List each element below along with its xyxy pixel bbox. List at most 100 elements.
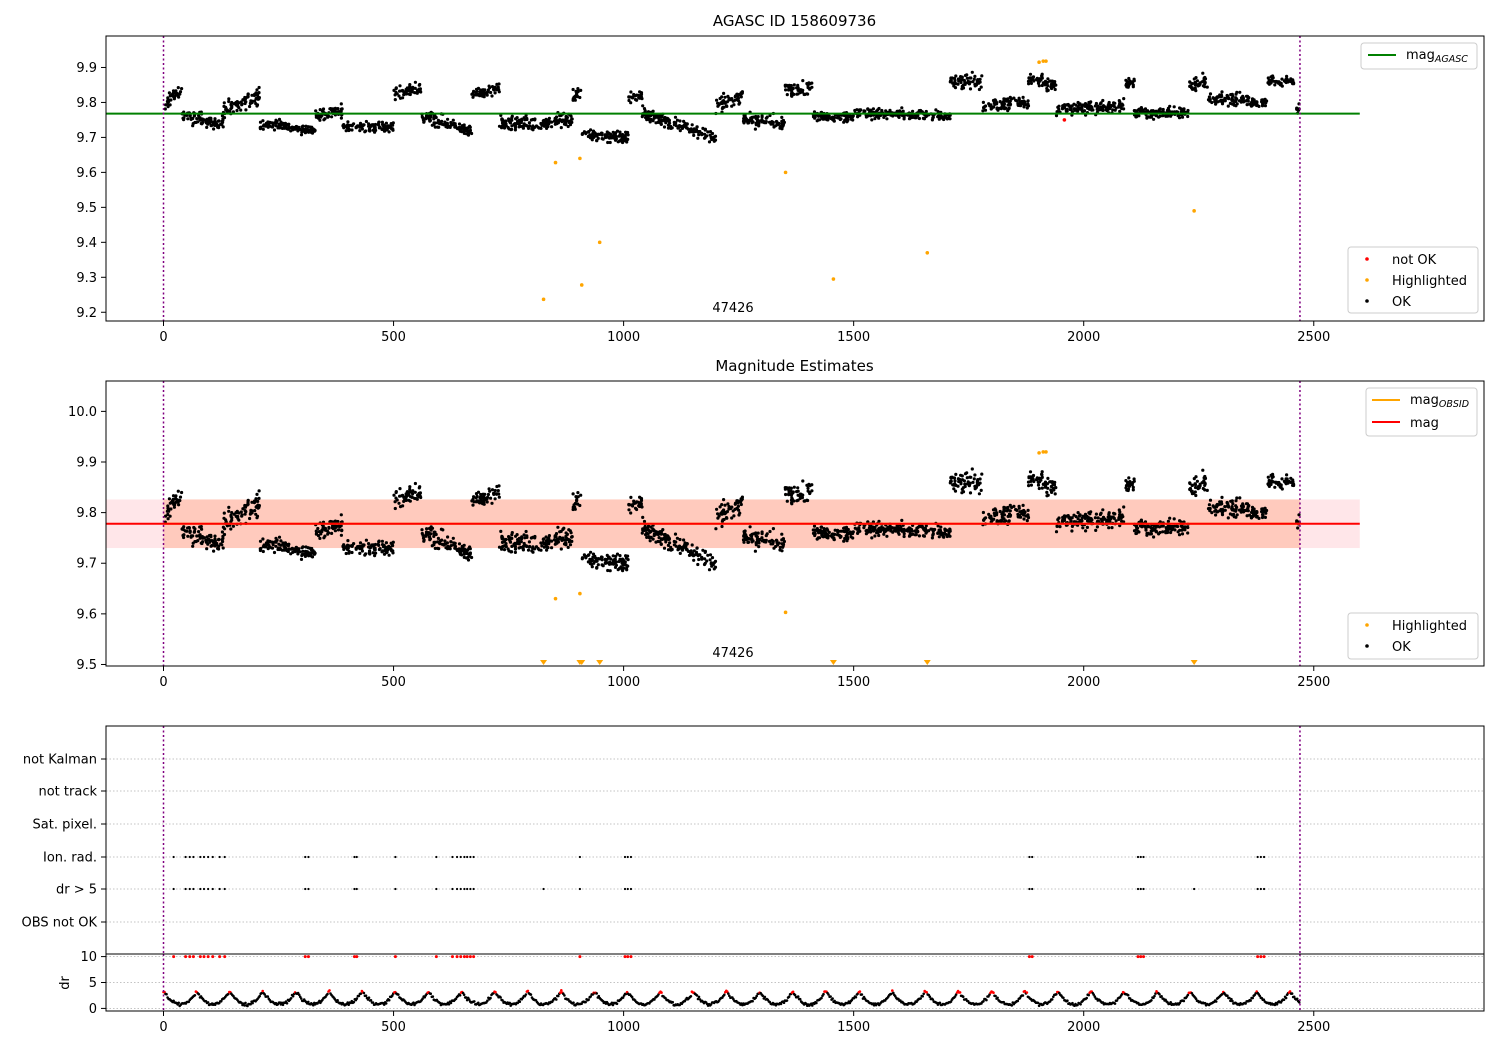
magnitude-xtick-label: 1500 [837, 675, 870, 690]
ok-point [181, 533, 185, 538]
ok-point [642, 519, 647, 524]
ok-point [708, 133, 712, 137]
ok-point [821, 534, 825, 539]
ok-point [524, 113, 528, 118]
ok-point [1012, 504, 1016, 508]
ok-point [1190, 82, 1194, 86]
ok-point [320, 528, 324, 533]
ok-point [638, 96, 642, 100]
ok-point [527, 124, 532, 128]
ok-point [917, 534, 922, 538]
ok-point [968, 491, 973, 495]
ok-point [358, 541, 363, 545]
dr5-point [472, 887, 475, 891]
ok-point [1125, 480, 1129, 484]
ok-point [410, 90, 414, 94]
highlighted-point [553, 160, 558, 165]
ok-point [532, 125, 537, 130]
dr5-point [202, 887, 206, 891]
ok-point [556, 525, 560, 529]
ok-point [1220, 513, 1225, 517]
ok-point [836, 114, 840, 118]
ok-point [604, 135, 608, 140]
ok-point [774, 544, 778, 549]
highlighted-point [553, 596, 558, 601]
ok-point [166, 508, 170, 512]
magnitude-ytick-label: 9.7 [76, 557, 97, 572]
ok-point [722, 498, 726, 502]
ok-point [486, 492, 490, 497]
ok-point [789, 88, 793, 92]
ok-point [733, 507, 737, 511]
ok-point [421, 533, 425, 538]
ok-point [900, 106, 904, 110]
dr5-point [172, 887, 175, 891]
ok-point [413, 91, 417, 95]
ok-point [417, 88, 421, 92]
ok-point [1122, 97, 1126, 101]
ok-point [360, 127, 364, 131]
ok-point [345, 126, 349, 130]
ok-point [417, 83, 421, 87]
ok-point [720, 519, 725, 523]
ok-point [753, 549, 758, 553]
ok-point [1101, 508, 1105, 512]
highlighted-point [1037, 451, 1041, 455]
ok-point [690, 128, 695, 132]
ok-point [364, 129, 368, 133]
ok-point [624, 566, 629, 570]
ok-point [390, 549, 395, 553]
ok-point [1070, 104, 1074, 108]
dr5-point [192, 887, 195, 891]
ok-point [846, 115, 850, 119]
dr5-point [207, 887, 210, 891]
ok-point [468, 552, 472, 557]
dr-point [244, 1001, 247, 1005]
ok-point [720, 95, 724, 99]
ok-point [246, 95, 250, 99]
ion-rad-point [455, 855, 459, 859]
ok-point [631, 96, 635, 100]
ok-point [943, 527, 947, 531]
ok-point [584, 131, 588, 135]
ok-point [496, 489, 500, 493]
ok-point [851, 530, 855, 534]
ok-point [319, 532, 323, 536]
ok-point [186, 534, 190, 538]
ok-point [527, 121, 532, 125]
ok-point [1189, 489, 1194, 493]
ok-point [618, 554, 622, 558]
ok-point [713, 565, 718, 569]
ok-point [314, 109, 318, 113]
ok-point [1040, 486, 1044, 490]
ok-point [1182, 107, 1186, 111]
ok-point [300, 130, 304, 134]
ion-rad-point [223, 855, 226, 859]
ok-point [787, 492, 791, 496]
ok-point [261, 119, 265, 123]
ok-point [755, 535, 759, 539]
ok-point [812, 524, 817, 528]
ok-point [800, 90, 805, 94]
ok-point [796, 489, 800, 493]
ok-point [299, 133, 304, 137]
ok-point [547, 534, 552, 538]
ok-point [201, 121, 205, 125]
ok-point [472, 89, 476, 93]
ion-rad-point [466, 855, 469, 859]
ok-point [1093, 516, 1097, 520]
ok-point [623, 560, 627, 564]
ok-point [499, 529, 503, 534]
ok-point [832, 119, 836, 123]
ok-point [815, 119, 819, 123]
ok-point [433, 121, 437, 125]
ok-point [978, 77, 982, 81]
ok-point [387, 544, 391, 549]
ok-point [449, 540, 453, 544]
ok-point [217, 537, 221, 541]
ok-point [200, 527, 204, 531]
ok-point [1271, 76, 1275, 80]
ok-point [1273, 83, 1277, 87]
ok-point [792, 485, 796, 489]
ok-point [1157, 532, 1161, 536]
